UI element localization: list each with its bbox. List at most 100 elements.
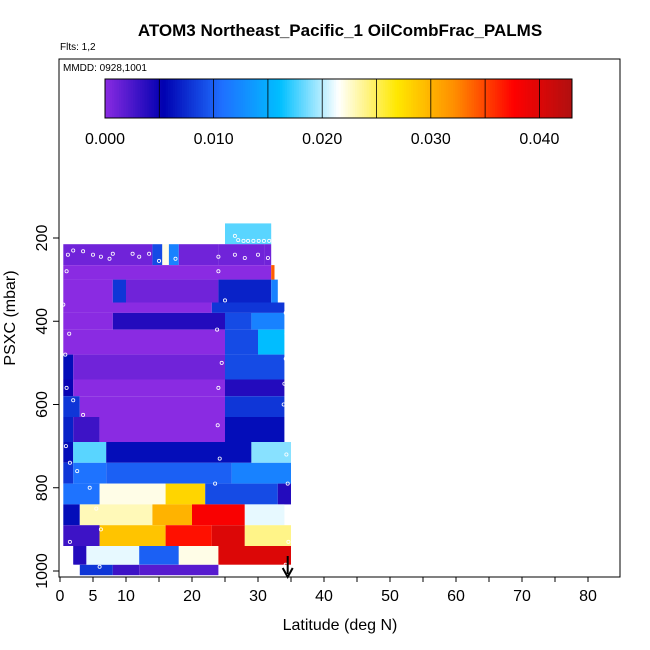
- data-marker: [216, 269, 221, 274]
- colorbar-swatch: [189, 79, 192, 118]
- colorbar-swatch: [147, 79, 150, 118]
- heatmap-cell: [277, 483, 291, 505]
- data-marker: [282, 290, 287, 295]
- heatmap-cell: [218, 279, 272, 303]
- colorbar-swatch: [322, 79, 325, 118]
- data-marker: [97, 564, 102, 569]
- colorbar-swatch: [233, 79, 237, 118]
- heatmap-cell: [63, 302, 212, 313]
- colorbar-swatch: [221, 79, 225, 118]
- colorbar-swatch: [522, 79, 526, 118]
- colorbar-tick-label: 0.010: [194, 131, 234, 148]
- colorbar-swatch: [518, 79, 522, 118]
- colorbar-swatch: [550, 79, 554, 118]
- colorbar-swatch: [119, 79, 122, 118]
- heatmap-cell: [63, 244, 153, 265]
- x-tick-label: 0: [56, 588, 65, 605]
- colorbar-swatch: [380, 79, 384, 118]
- data-marker: [71, 398, 76, 403]
- colorbar-swatch: [170, 79, 174, 118]
- colorbar-swatch: [506, 79, 510, 118]
- colorbar-swatch: [350, 79, 353, 118]
- colorbar-swatch: [305, 79, 309, 118]
- colorbar-swatch: [284, 79, 288, 118]
- colorbar-swatch: [312, 79, 316, 118]
- heatmap-cell: [112, 312, 225, 330]
- data-marker: [222, 298, 227, 303]
- colorbar-swatch: [203, 79, 206, 118]
- colorbar-swatch: [480, 79, 484, 118]
- colorbar-swatch: [105, 79, 108, 118]
- heatmap-cell: [225, 417, 285, 442]
- colorbar-swatch: [259, 79, 262, 118]
- colorbar-swatch: [210, 79, 213, 118]
- colorbar-swatch: [252, 79, 255, 118]
- data-marker: [130, 251, 135, 256]
- colorbar-swatch: [389, 79, 393, 118]
- data-marker: [98, 527, 103, 532]
- data-marker: [265, 255, 270, 260]
- colorbar-swatch: [403, 79, 407, 118]
- colorbar-swatch: [273, 79, 276, 118]
- colorbar-swatch: [539, 79, 543, 118]
- colorbar-swatch: [415, 79, 419, 118]
- heatmap-cell: [205, 483, 278, 505]
- data-marker: [156, 258, 161, 263]
- colorbar-swatch: [464, 79, 468, 118]
- colorbar-swatch: [217, 79, 220, 118]
- colorbar-swatch: [546, 79, 550, 118]
- colorbar-swatch: [294, 79, 297, 118]
- heatmap-cell: [63, 329, 225, 355]
- colorbar-swatch: [266, 79, 269, 118]
- data-marker: [217, 456, 222, 461]
- heatmap-cell: [139, 546, 179, 565]
- colorbar-swatch: [249, 79, 253, 118]
- colorbar-swatch: [445, 79, 449, 118]
- colorbar-swatch: [525, 79, 529, 118]
- data-markers: [61, 233, 291, 569]
- heatmap-cell: [271, 279, 278, 303]
- data-marker: [284, 331, 289, 336]
- colorbar-swatch: [382, 79, 386, 118]
- data-marker: [98, 254, 103, 259]
- heatmap-cell: [63, 312, 113, 330]
- colorbar-swatch: [172, 79, 176, 118]
- heatmap-cell: [63, 354, 74, 380]
- colorbar-tick-label: 0.020: [302, 131, 342, 148]
- colorbar: [104, 78, 573, 119]
- heatmap-cell: [225, 312, 252, 330]
- colorbar-swatch: [135, 79, 139, 118]
- heatmap-cell: [165, 483, 206, 505]
- heatmap-cell: [251, 442, 291, 463]
- heatmap-cell: [225, 379, 285, 397]
- colorbar-swatch: [373, 79, 377, 118]
- colorbar-swatch: [338, 79, 342, 118]
- colorbar-swatch: [270, 79, 274, 118]
- colorbar-swatch: [263, 79, 267, 118]
- heatmap-cell: [63, 265, 272, 280]
- colorbar-swatch: [121, 79, 125, 118]
- colorbar-swatch: [238, 79, 241, 118]
- colorbar-swatch: [354, 79, 358, 118]
- heatmap-cell: [225, 396, 285, 417]
- colorbar-swatch: [422, 79, 426, 118]
- colorbar-swatch: [175, 79, 178, 118]
- colorbar-swatch: [476, 79, 479, 118]
- colorbar-swatch: [436, 79, 440, 118]
- heatmap-cell: [258, 329, 285, 355]
- colorbar-swatch: [191, 79, 195, 118]
- data-marker: [64, 385, 69, 390]
- colorbar-swatch: [296, 79, 300, 118]
- heatmap-cell: [165, 525, 212, 546]
- data-marker: [236, 238, 241, 243]
- colorbar-swatch: [560, 79, 564, 118]
- data-marker: [242, 255, 247, 260]
- colorbar-swatch: [478, 79, 482, 118]
- data-marker: [283, 310, 288, 315]
- colorbar-swatch: [548, 79, 552, 118]
- heatmap-cell: [225, 223, 272, 245]
- heatmap-cell: [63, 442, 74, 463]
- colorbar-swatch: [466, 79, 470, 118]
- colorbar-swatch: [177, 79, 181, 118]
- colorbar-swatch: [340, 79, 344, 118]
